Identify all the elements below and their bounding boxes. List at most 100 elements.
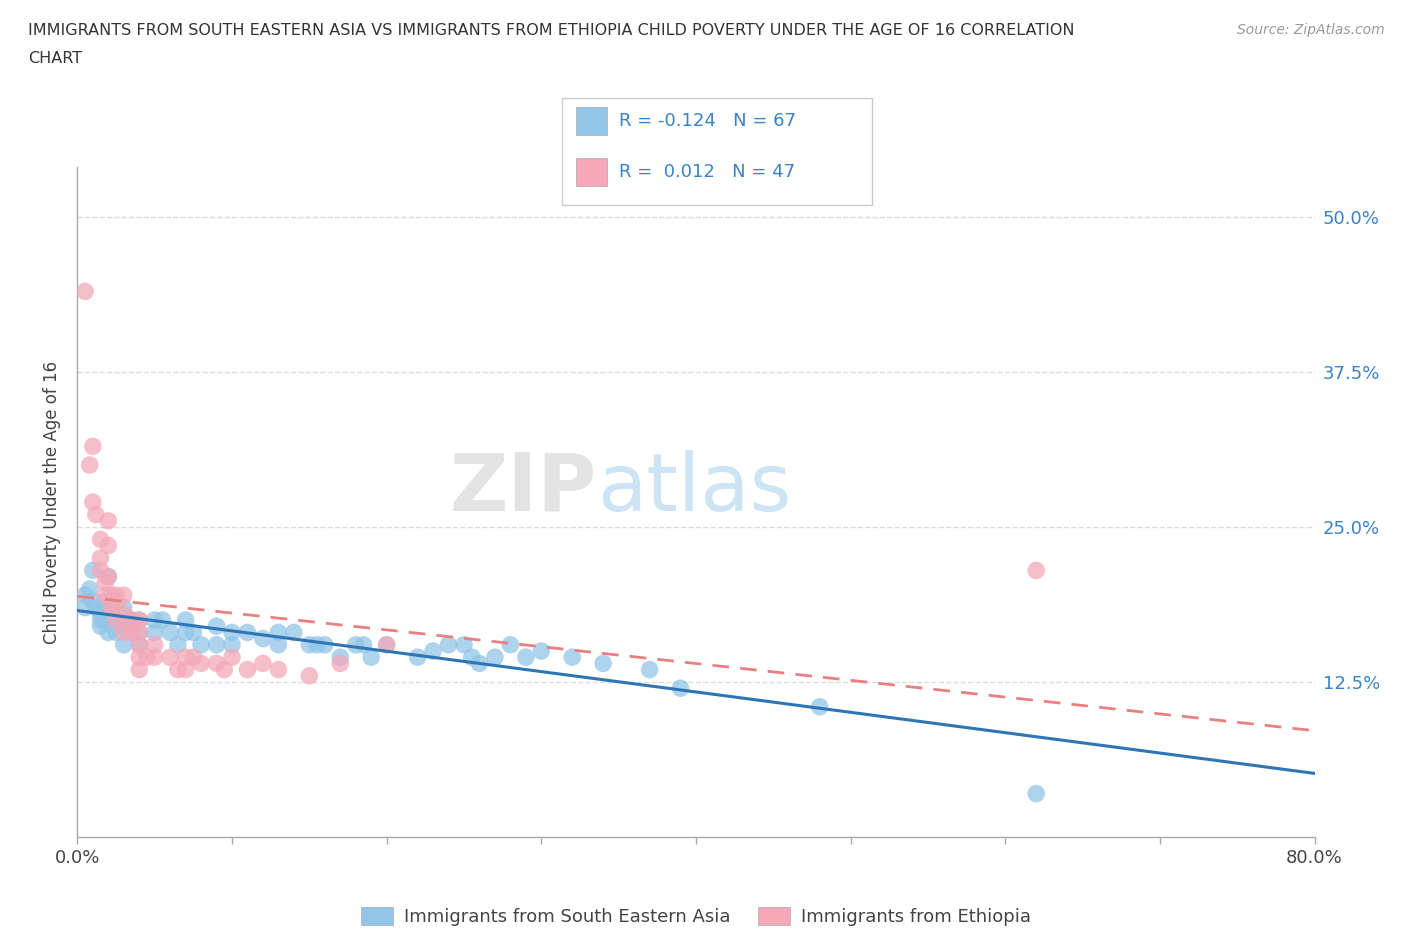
Point [267,625,290,640]
Text: CHART: CHART [28,51,82,66]
Point [75,588,96,603]
Point [267,662,290,677]
Point [112,637,135,652]
Point [190,637,212,652]
Point [453,637,475,652]
Point [94,576,117,591]
Point [84,600,107,615]
Point [252,656,274,671]
Text: IMMIGRANTS FROM SOUTH EASTERN ASIA VS IMMIGRANTS FROM ETHIOPIA CHILD POVERTY UND: IMMIGRANTS FROM SOUTH EASTERN ASIA VS IM… [28,23,1074,38]
Point [128,650,150,665]
Point [128,637,150,652]
Point [159,650,181,665]
Point [90,618,112,633]
Point [75,600,96,615]
Point [82,594,104,609]
Point [515,650,537,665]
Point [329,650,352,665]
Point [90,613,112,628]
Point [121,613,143,628]
Point [183,650,205,665]
Point [128,613,150,628]
Point [174,625,197,640]
Point [174,613,197,628]
Point [121,613,143,628]
Point [344,637,367,652]
Point [128,613,150,628]
Point [236,625,259,640]
Point [112,600,135,615]
Point [267,637,290,652]
Point [669,681,692,696]
Point [82,495,104,510]
Point [105,625,128,640]
Point [90,532,112,547]
Point [97,538,120,553]
Point [94,594,117,609]
Point [97,513,120,528]
Point [159,625,181,640]
Point [128,625,150,640]
Point [329,656,352,671]
Point [205,618,228,633]
Point [360,650,382,665]
Point [97,569,120,584]
Point [205,656,228,671]
Point [105,613,128,628]
Point [1025,786,1047,801]
Point [112,618,135,633]
Point [143,650,166,665]
Point [82,439,104,454]
Point [94,588,117,603]
Text: Source: ZipAtlas.com: Source: ZipAtlas.com [1237,23,1385,37]
Text: ZIP: ZIP [450,450,598,528]
Point [353,637,375,652]
Point [128,637,150,652]
Legend: Immigrants from South Eastern Asia, Immigrants from Ethiopia: Immigrants from South Eastern Asia, Immi… [354,899,1038,930]
Point [105,588,128,603]
Point [75,284,96,299]
Point [136,650,159,665]
Point [375,637,398,652]
Point [82,563,104,578]
Point [90,563,112,578]
Y-axis label: Child Poverty Under the Age of 16: Child Poverty Under the Age of 16 [44,361,62,644]
Point [100,600,122,615]
Point [90,606,112,621]
Point [105,600,128,615]
Point [143,613,166,628]
Point [484,650,506,665]
Point [375,637,398,652]
Point [221,650,243,665]
Point [298,669,321,684]
Point [1025,563,1047,578]
Point [307,637,329,652]
Point [79,581,101,596]
Point [121,625,143,640]
Point [128,662,150,677]
Point [252,631,274,646]
Point [406,650,429,665]
Point [437,637,460,652]
Text: atlas: atlas [598,450,792,528]
Point [100,606,122,621]
Point [97,600,120,615]
Point [183,625,205,640]
Point [112,625,135,640]
Point [561,650,583,665]
Point [90,551,112,565]
Point [79,458,101,472]
Point [143,637,166,652]
Point [152,613,174,628]
Point [499,637,522,652]
Point [94,613,117,628]
Point [314,637,336,652]
Point [283,625,305,640]
Point [167,637,190,652]
Point [143,625,166,640]
Point [468,656,491,671]
Point [112,588,135,603]
Point [97,625,120,640]
Point [105,613,128,628]
Point [174,650,197,665]
